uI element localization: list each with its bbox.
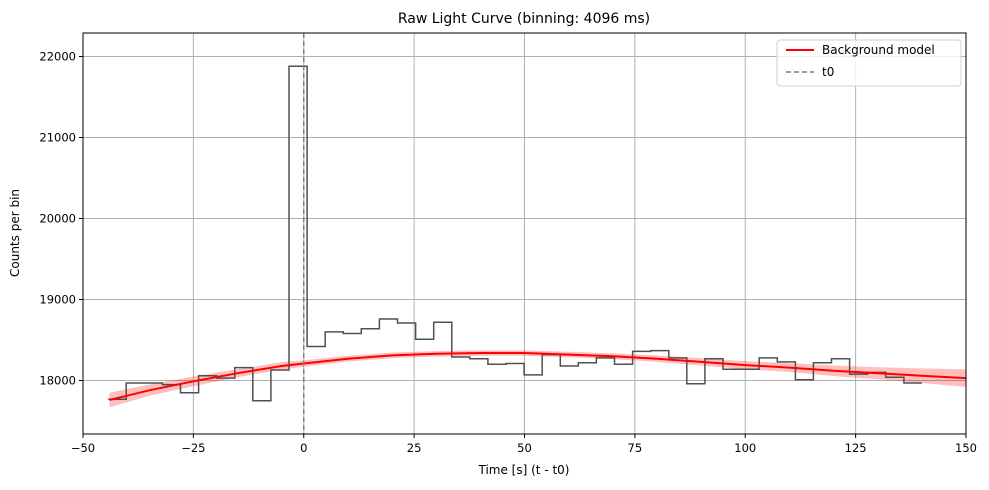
x-tick-label: 50 (517, 441, 532, 455)
x-tick-label: −50 (71, 441, 95, 455)
x-tick-label: −25 (181, 441, 205, 455)
model-layer (109, 352, 967, 401)
y-tick-label: 22000 (39, 49, 76, 63)
legend-t0-label: t0 (822, 65, 834, 79)
y-axis-ticks: 18000 19000 20000 21000 22000 (39, 49, 83, 388)
x-tick-label: 25 (407, 441, 422, 455)
y-tick-label: 19000 (39, 293, 76, 307)
x-axis-label: Time [s] (t - t0) (478, 463, 570, 477)
x-axis-ticks: −50 −25 0 25 50 75 100 125 150 (71, 434, 977, 455)
y-tick-label: 21000 (39, 131, 76, 145)
x-tick-label: 0 (300, 441, 307, 455)
y-tick-label: 18000 (39, 374, 76, 388)
raw-counts-histogram (108, 65, 922, 402)
y-axis-label: Counts per bin (8, 189, 22, 277)
x-tick-label: 125 (845, 441, 867, 455)
x-tick-label: 75 (628, 441, 643, 455)
background-model-line (109, 352, 967, 401)
chart-title: Raw Light Curve (binning: 4096 ms) (398, 11, 650, 27)
x-tick-label: 100 (734, 441, 756, 455)
histogram-layer (108, 65, 922, 402)
y-tick-label: 20000 (39, 212, 76, 226)
legend-box (776, 39, 962, 87)
x-tick-label: 150 (955, 441, 977, 455)
legend-background-model-label: Background model (822, 43, 935, 57)
legend: Background model t0 (776, 39, 962, 87)
